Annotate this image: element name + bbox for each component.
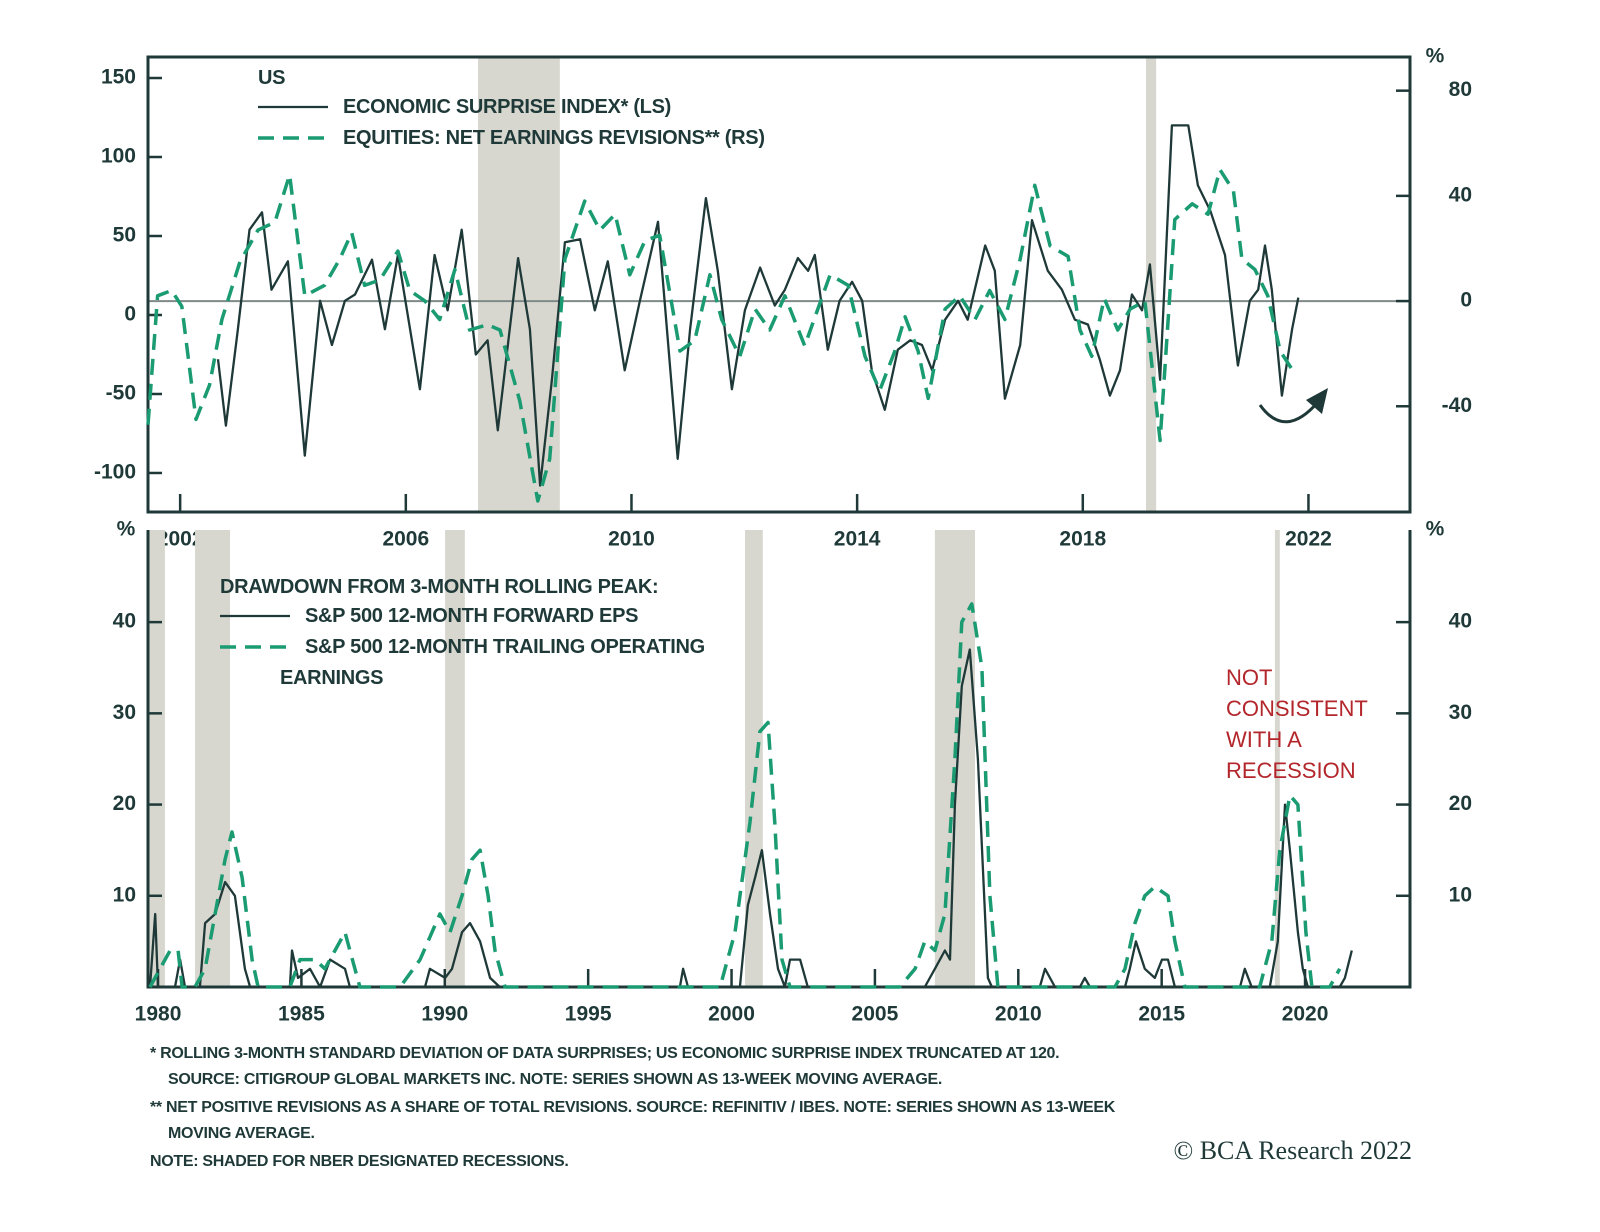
recession-shading (195, 530, 231, 987)
x-tick-label: 2006 (382, 528, 429, 551)
x-tick-label: 1985 (278, 1003, 325, 1026)
x-tick-label: 2018 (1059, 528, 1106, 551)
legend-label: S&P 500 12-MONTH FORWARD EPS (305, 605, 639, 627)
series-line (216, 124, 1300, 487)
footnote: SOURCE: CITIGROUP GLOBAL MARKETS INC. NO… (168, 1071, 942, 1088)
recession-shading (445, 530, 465, 987)
x-tick-label: 2000 (708, 1003, 755, 1026)
source: © BCA Research 2022 (1173, 1136, 1412, 1165)
legend-label: EQUITIES: NET EARNINGS REVISIONS** (RS) (343, 127, 765, 149)
y-tick-label: 30 (113, 701, 136, 724)
x-tick-label: 2010 (608, 528, 655, 551)
y-tick-label: 50 (113, 224, 136, 247)
series-line (146, 167, 1294, 503)
legend-label: S&P 500 12-MONTH TRAILING OPERATING EARN… (280, 636, 705, 689)
footnote: NOTE: SHADED FOR NBER DESIGNATED RECESSI… (150, 1153, 569, 1170)
recession-shading (1274, 530, 1280, 987)
x-tick-label: 1980 (135, 1003, 182, 1026)
recession-shading (745, 530, 763, 987)
arrow-head (1306, 388, 1328, 414)
y-tick-label: 20 (113, 792, 136, 815)
y2-tick-label: 40 (1449, 183, 1472, 206)
footnote: MOVING AVERAGE. (168, 1125, 315, 1142)
y2-tick-label: 80 (1449, 78, 1472, 101)
x-tick-label: 2015 (1138, 1003, 1185, 1026)
legend-title: DRAWDOWN FROM 3-MONTH ROLLING PEAK: (220, 576, 659, 598)
y-tick-label: 0 (124, 303, 136, 326)
y2-tick-label: 30 (1449, 701, 1472, 724)
footnote: ** NET POSITIVE REVISIONS AS A SHARE OF … (150, 1099, 1116, 1116)
axis-frame (146, 55, 1412, 514)
series-line (148, 602, 1342, 989)
y2-axis-unit: % (1426, 45, 1445, 68)
y-tick-label: -50 (106, 382, 136, 405)
y2-axis-unit: % (1426, 518, 1445, 541)
footnote: * ROLLING 3-MONTH STANDARD DEVIATION OF … (150, 1045, 1060, 1062)
x-tick-label: 2020 (1282, 1003, 1329, 1026)
y2-tick-label: 20 (1449, 792, 1472, 815)
legend-title: US (258, 67, 286, 89)
legend-label: ECONOMIC SURPRISE INDEX* (LS) (343, 96, 671, 118)
x-tick-label: 2005 (852, 1003, 899, 1026)
y-tick-label: 150 (101, 66, 136, 89)
y2-tick-label: 0 (1460, 289, 1472, 312)
y-tick-label: 100 (101, 145, 136, 168)
x-tick-label: 2002 (157, 528, 204, 551)
x-tick-label: 2010 (995, 1003, 1042, 1026)
x-tick-label: 1995 (565, 1003, 612, 1026)
recession-shading (934, 530, 975, 987)
y2-tick-label: 40 (1449, 610, 1472, 633)
axis-frame (146, 530, 1412, 989)
y-axis-unit: % (117, 518, 136, 541)
arrow (1258, 401, 1320, 424)
y-tick-label: 10 (113, 883, 136, 906)
y-tick-label: 40 (113, 610, 136, 633)
y-tick-label: -100 (94, 461, 136, 484)
annotation: NOT CONSISTENT WITH A RECESSION (1226, 665, 1368, 783)
y2-tick-label: -40 (1442, 394, 1472, 417)
x-tick-label: 2014 (834, 528, 881, 551)
y2-tick-label: 10 (1449, 883, 1472, 906)
x-tick-label: 2022 (1285, 528, 1332, 551)
recession-shading (148, 530, 165, 987)
x-tick-label: 1990 (421, 1003, 468, 1026)
